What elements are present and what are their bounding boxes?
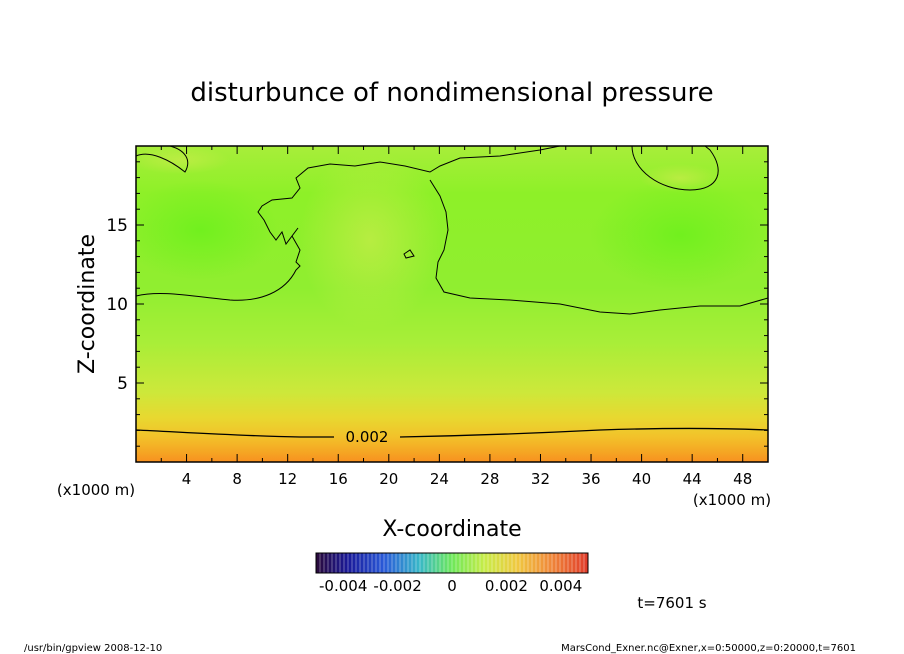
x-axis-label: X-coordinate — [382, 517, 521, 542]
x-tick-label: 12 — [278, 470, 297, 488]
colorbar-tick-label: -0.002 — [373, 577, 421, 595]
field-low-region-right — [590, 180, 768, 290]
x-axis-unit: (x1000 m) — [693, 491, 771, 509]
colorbar-tick-label: -0.004 — [319, 577, 367, 595]
x-tick-label: 48 — [733, 470, 752, 488]
field-high-region-top-right — [640, 164, 720, 192]
y-tick-label: 5 — [117, 374, 128, 394]
chart-title: disturbunce of nondimensional pressure — [190, 78, 713, 108]
contour-line-mid-right — [429, 179, 768, 315]
time-label: t=7601 s — [637, 594, 706, 612]
contour-label: 0.002 — [346, 428, 389, 446]
x-tick-label: 28 — [480, 470, 499, 488]
contour-line-near-surface — [136, 427, 768, 438]
x-tick-label: 16 — [329, 470, 348, 488]
footer-right-text: MarsCond_Exner.nc@Exner,x=0:50000,z=0:20… — [561, 643, 856, 654]
colorbar-tick-label: 0.002 — [485, 577, 528, 595]
colorbar-stripes — [319, 553, 585, 573]
x-tick-label: 4 — [182, 470, 192, 488]
x-axis-ticks: 4 8 12 16 20 24 28 32 36 40 44 48 — [160, 146, 769, 488]
contour-line-mid-left — [136, 146, 561, 301]
y-tick-label: 10 — [106, 295, 128, 315]
field-high-region-top-left — [136, 146, 230, 174]
heatmap-field — [136, 146, 768, 462]
y-tick-label: 15 — [106, 216, 128, 236]
field-high-region-center — [300, 150, 440, 330]
x-tick-label: 36 — [581, 470, 600, 488]
y-axis-label: Z-coordinate — [75, 234, 100, 374]
x-tick-label: 32 — [531, 470, 550, 488]
colorbar-tick-label: 0 — [447, 577, 457, 595]
colorbar-tick-labels: -0.004 -0.002 0 0.002 0.004 — [319, 577, 582, 595]
contour-line-top-right — [631, 146, 719, 191]
x-tick-label: 40 — [632, 470, 651, 488]
x-tick-label: 44 — [683, 470, 702, 488]
contour-line-top-left — [136, 146, 189, 173]
colorbar-tick-label: 0.004 — [539, 577, 582, 595]
colorbar — [316, 553, 588, 573]
contour-small-closed — [403, 249, 415, 259]
x-tick-label: 20 — [379, 470, 398, 488]
x-tick-label: 24 — [430, 470, 449, 488]
y-axis-unit: (x1000 m) — [57, 481, 135, 499]
y-axis-ticks: 5 10 15 — [106, 161, 768, 447]
footer-left-text: /usr/bin/gpview 2008-12-10 — [24, 643, 162, 654]
colorbar-frame — [315, 552, 589, 574]
x-tick-label: 8 — [232, 470, 242, 488]
field-low-region-left — [136, 180, 280, 280]
